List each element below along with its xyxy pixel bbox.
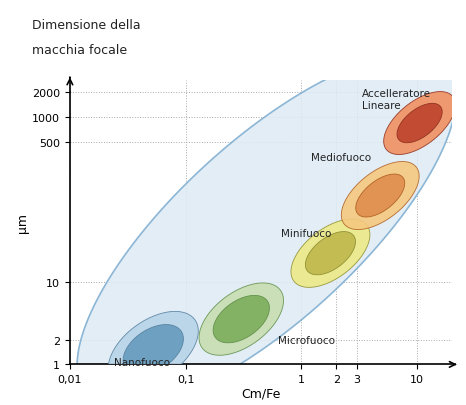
- Polygon shape: [356, 175, 404, 217]
- Text: Dimensione della: Dimensione della: [32, 19, 140, 32]
- Polygon shape: [123, 325, 184, 375]
- Polygon shape: [108, 311, 198, 388]
- Text: Nanofuoco: Nanofuoco: [114, 357, 170, 367]
- Text: Microfuoco: Microfuoco: [278, 335, 336, 345]
- Text: macchia focale: macchia focale: [32, 44, 127, 57]
- Text: Mediofuoco: Mediofuoco: [311, 152, 371, 162]
- Text: Minifuoco: Minifuoco: [281, 228, 331, 238]
- Polygon shape: [77, 55, 456, 405]
- Polygon shape: [384, 92, 455, 155]
- X-axis label: Cm/Fe: Cm/Fe: [241, 387, 281, 400]
- Polygon shape: [291, 220, 370, 288]
- Text: Accelleratore
Lineare: Accelleratore Lineare: [362, 89, 431, 111]
- Polygon shape: [213, 296, 269, 343]
- Polygon shape: [305, 232, 356, 275]
- Polygon shape: [397, 104, 442, 143]
- Y-axis label: μm: μm: [16, 213, 29, 233]
- Polygon shape: [341, 162, 419, 230]
- Polygon shape: [199, 283, 283, 355]
